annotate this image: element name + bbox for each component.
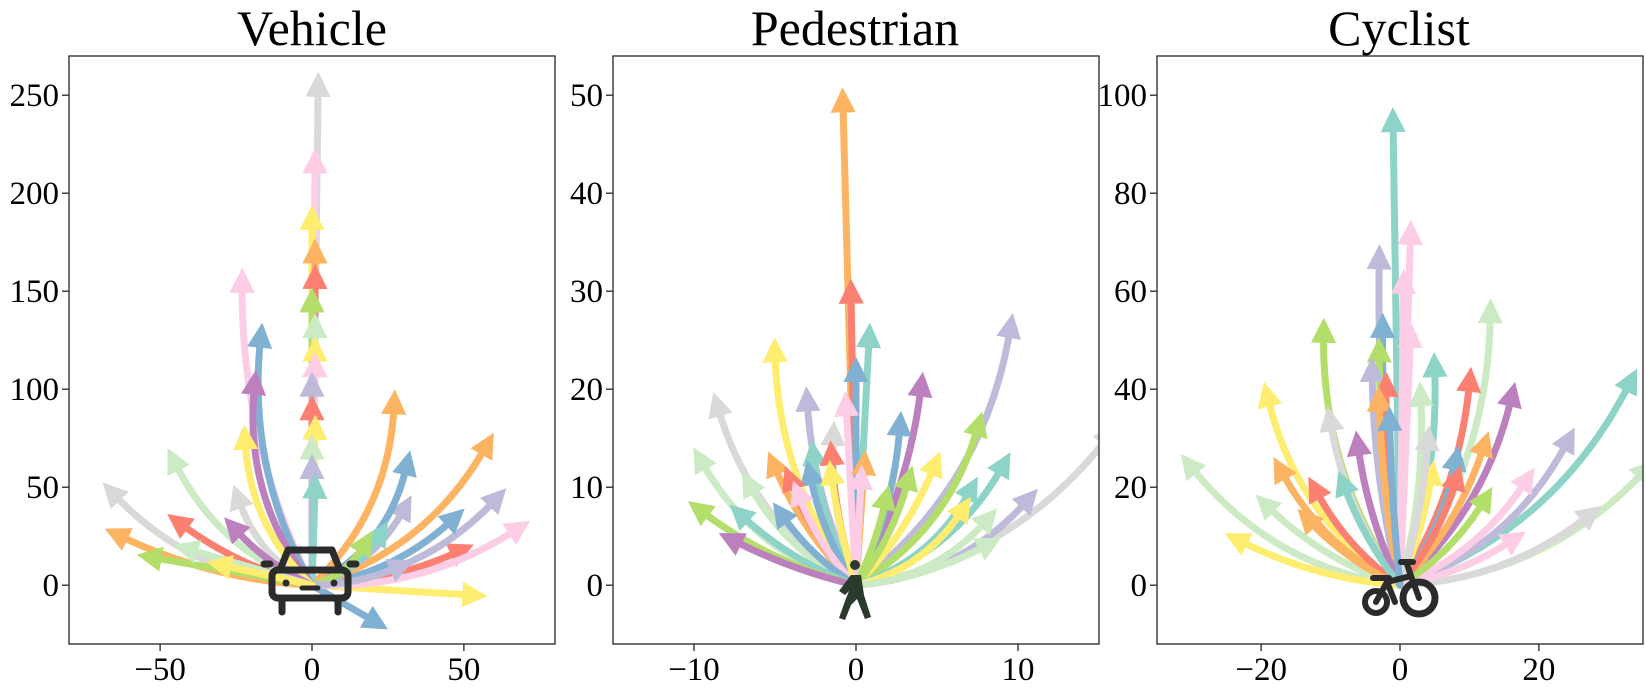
cyclist-xtick-label: −20 bbox=[1235, 652, 1287, 688]
vehicle-ytick-label: 50 bbox=[26, 470, 59, 506]
vehicle-trajectory-arrow bbox=[206, 554, 316, 589]
cyclist-xtick-label: 0 bbox=[1392, 652, 1409, 688]
cyclist-ytick-label: 80 bbox=[1114, 176, 1147, 212]
vehicle-xtick-label: 50 bbox=[447, 652, 480, 688]
panel-title-pedestrian: Pedestrian bbox=[751, 0, 959, 56]
vehicle-xtick-label: −50 bbox=[134, 652, 186, 688]
panel-title-vehicle: Vehicle bbox=[237, 0, 387, 56]
cyclist-ytick-label: 100 bbox=[1098, 78, 1148, 114]
pedestrian-ytick-label: 20 bbox=[570, 372, 603, 408]
panel-vehicle: Vehicle −50 0 50 0 50 100 150 200 250 bbox=[10, 0, 556, 688]
pedestrian-trajectory-arrow bbox=[852, 411, 988, 589]
vehicle-trajectory-arrow bbox=[302, 473, 328, 589]
pedestrian-ytick-label: 50 bbox=[570, 78, 603, 114]
vehicle-ytick-label: 150 bbox=[10, 274, 60, 310]
cyclist-xtick-label: 20 bbox=[1522, 652, 1555, 688]
vehicle-xtick-label: 0 bbox=[304, 652, 321, 688]
pedestrian-trajectory-arrow bbox=[852, 537, 1002, 589]
cyclist-ytick-label: 0 bbox=[1131, 568, 1148, 604]
pedestrian-ytick-label: 10 bbox=[570, 470, 603, 506]
pedestrian-ytick-label: 0 bbox=[587, 568, 604, 604]
panel-pedestrian: Pedestrian −10 0 10 0 10 20 30 40 50 bbox=[570, 0, 1100, 688]
pedestrian-ytick-label: 40 bbox=[570, 176, 603, 212]
pedestrian-xtick-label: 10 bbox=[1002, 652, 1035, 688]
cyclist-trajectory-arrow bbox=[1224, 533, 1404, 589]
cyclist-trajectory-arrow bbox=[1335, 470, 1404, 589]
cyclist-ytick-label: 60 bbox=[1114, 274, 1147, 310]
pedestrian-trajectory-arrow bbox=[718, 533, 860, 589]
cyclist-trajectory-arrow bbox=[1346, 430, 1404, 589]
cyclist-trajectory-arrow bbox=[1377, 405, 1404, 589]
vehicle-ytick-label: 100 bbox=[10, 372, 60, 408]
pedestrian-axis-ticks: −10 0 10 0 10 20 30 40 50 bbox=[570, 78, 1035, 688]
vehicle-ytick-label: 0 bbox=[43, 568, 60, 604]
pedestrian-icon bbox=[839, 560, 871, 620]
panel-title-cyclist: Cyclist bbox=[1328, 0, 1470, 56]
vehicle-ytick-label: 250 bbox=[10, 78, 60, 114]
vehicle-trajectory-arrow bbox=[308, 558, 414, 589]
pedestrian-xtick-label: 0 bbox=[848, 652, 865, 688]
cyclist-trajectory-arrow bbox=[1396, 322, 1423, 589]
vehicle-axis-ticks: −50 0 50 0 50 100 150 200 250 bbox=[10, 78, 481, 688]
cyclist-axis-ticks: −20 0 20 0 20 40 60 80 100 bbox=[1098, 78, 1556, 688]
cyclist-ytick-label: 20 bbox=[1114, 470, 1147, 506]
car-icon bbox=[260, 546, 360, 616]
cyclist-plot-frame bbox=[1156, 55, 1644, 645]
bicycle-icon bbox=[1362, 559, 1439, 618]
cyclist-ytick-label: 40 bbox=[1114, 372, 1147, 408]
panel-cyclist: Cyclist −20 0 20 0 20 40 60 80 100 bbox=[1098, 0, 1644, 688]
cyclist-trajectories bbox=[1180, 106, 1643, 589]
pedestrian-ytick-label: 30 bbox=[570, 274, 603, 310]
pedestrian-trajectory-arrow bbox=[847, 464, 874, 589]
vehicle-trajectory-arrow bbox=[241, 369, 316, 589]
cyclist-trajectory-arrow bbox=[1396, 425, 1440, 589]
pedestrian-trajectories bbox=[687, 87, 1099, 589]
pedestrian-plot-frame bbox=[612, 55, 1100, 645]
vehicle-trajectories bbox=[102, 71, 531, 630]
vehicle-ytick-label: 200 bbox=[10, 176, 60, 212]
pedestrian-xtick-label: −10 bbox=[668, 652, 720, 688]
vehicle-plot-frame bbox=[68, 55, 556, 645]
pedestrian-trajectory-arrow bbox=[820, 459, 860, 589]
